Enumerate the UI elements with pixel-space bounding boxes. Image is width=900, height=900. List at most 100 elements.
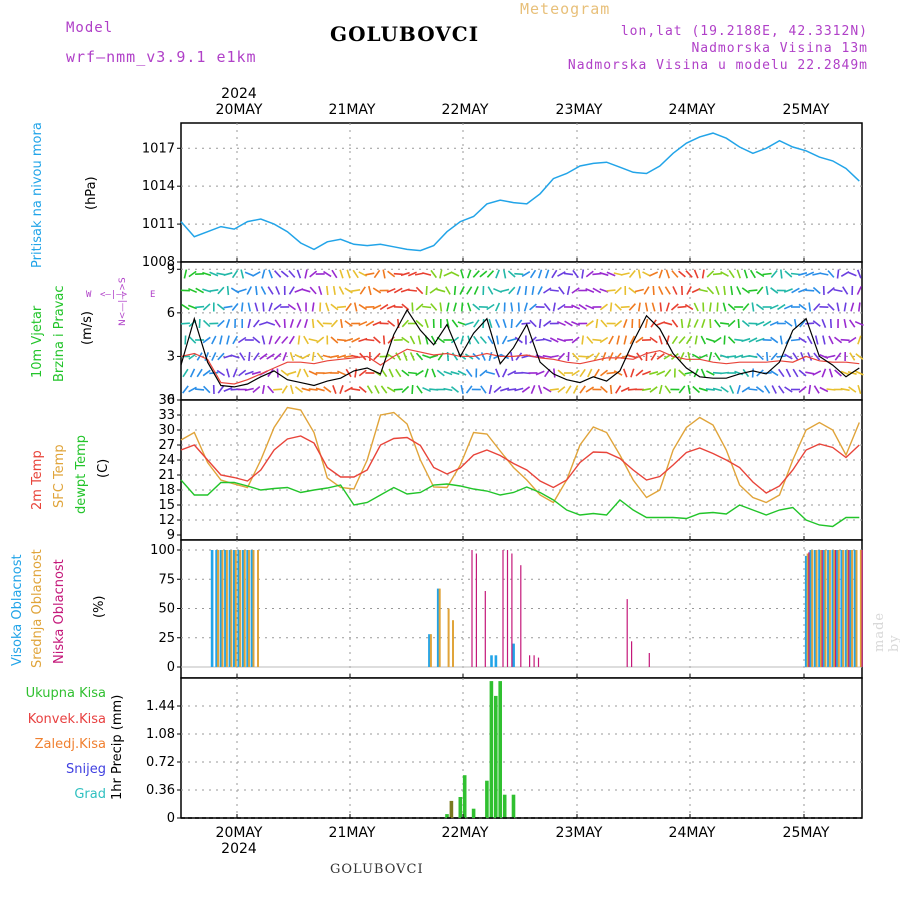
cloud-bar	[436, 588, 440, 667]
wind-arrow	[813, 352, 821, 361]
wind-arrow	[451, 319, 459, 328]
wind-arrow	[181, 303, 190, 311]
wind-arrow	[308, 370, 318, 376]
model-label: Model	[66, 20, 114, 36]
cloud-bar	[848, 550, 850, 667]
wind-arrow	[473, 335, 480, 345]
precip-bar	[445, 814, 449, 818]
wind-arrow	[600, 385, 608, 394]
wind-arrow	[524, 285, 528, 296]
wind-arrow	[812, 370, 822, 376]
wind-arrow	[460, 384, 464, 395]
wind-arrow	[487, 335, 494, 345]
wind-arrow	[566, 285, 571, 296]
legend-convective-rain: Konvek.Kisa	[27, 712, 106, 727]
y-tick-label: 1011	[142, 217, 175, 232]
wind-arrow	[501, 368, 508, 378]
wind-arrow	[340, 318, 343, 329]
wind-arrow	[294, 386, 303, 393]
wind-arrow	[401, 369, 410, 377]
wind-arrow	[530, 385, 536, 394]
wind-arrow	[309, 286, 317, 295]
wind-arrow	[283, 318, 286, 329]
wind-arrow	[188, 270, 197, 278]
wind-arrow	[331, 269, 338, 279]
wind-arrow	[344, 337, 354, 343]
wind-arrow	[439, 269, 443, 279]
wind-arrow	[336, 354, 347, 359]
wind-arrow	[422, 272, 432, 276]
wind-arrow	[358, 303, 368, 311]
wind-arrow	[237, 288, 247, 293]
wind-arrow	[848, 386, 857, 393]
wind-arrow	[671, 270, 679, 278]
wind-arrow	[535, 370, 545, 376]
cloud-bar	[241, 550, 245, 667]
wind-arrow	[395, 352, 402, 361]
wind-arrow	[460, 269, 465, 279]
wind-arrow	[230, 354, 240, 359]
wind-arrow	[581, 335, 584, 345]
top-date-label: 22MAY	[442, 102, 489, 118]
wind-arrow	[805, 271, 815, 277]
wind-arrow	[751, 302, 755, 312]
wind-arrow	[693, 269, 699, 279]
cloud-bar	[834, 550, 837, 667]
wind-arrow	[743, 269, 748, 279]
wind-arrow	[585, 304, 595, 310]
wind-arrow	[805, 371, 815, 375]
wind-arrow	[637, 269, 641, 279]
wind-arrow	[516, 285, 521, 296]
wind-arrow	[854, 370, 864, 376]
wind-arrow	[289, 384, 294, 395]
cloud-bar	[855, 550, 858, 667]
wind-arrow	[244, 370, 254, 376]
cloud-bar	[828, 550, 831, 667]
wind-arrow	[415, 352, 424, 361]
wind-arrow	[727, 319, 736, 328]
wind-arrow	[203, 385, 211, 394]
wind-arrow	[542, 386, 552, 393]
y-tick-label: 0.72	[146, 755, 175, 770]
wind-arrow	[226, 335, 230, 345]
wind-arrow	[571, 369, 580, 377]
cloud-bar	[851, 550, 854, 667]
legend-total-rain: Ukupna Kisa	[25, 686, 106, 701]
cloud-bar	[837, 550, 840, 667]
wind-arrow	[472, 303, 481, 311]
wind-arrow	[629, 335, 636, 345]
wind-arrow	[620, 386, 630, 393]
wind-arrow	[780, 269, 783, 279]
precip-bar	[498, 681, 502, 818]
wind-arrow	[770, 352, 778, 361]
wind-arrow	[195, 287, 204, 294]
wind-arrow	[678, 336, 686, 344]
wind-arrow	[204, 352, 210, 361]
wind-arrow	[836, 269, 840, 279]
wind-arrow	[765, 285, 769, 296]
wind-arrow	[652, 285, 655, 296]
cloud-bar	[808, 552, 810, 667]
wind-arrow	[571, 352, 580, 361]
wind-arrow	[700, 335, 707, 345]
wind-arrow	[784, 353, 793, 360]
wind-arrow	[643, 286, 650, 295]
wind-arrow	[608, 352, 614, 361]
wind-arrow	[198, 318, 201, 329]
wind-arrow	[564, 320, 573, 327]
cloud-bar	[233, 550, 236, 667]
wind-arrow	[209, 289, 219, 292]
pressure-panel	[180, 122, 863, 263]
wind-arrow	[665, 302, 670, 312]
wind-arrow	[656, 353, 665, 360]
wind-arrow	[551, 269, 558, 279]
pressure-line	[180, 132, 860, 252]
wind-arrow	[826, 286, 835, 295]
wind-arrow	[450, 336, 460, 344]
wind-arrow	[287, 303, 296, 311]
wind-arrow	[783, 288, 793, 293]
wind-arrow	[620, 305, 630, 309]
wind-arrow	[261, 384, 265, 395]
wind-arrow	[833, 288, 843, 293]
wind-arrow	[382, 335, 386, 345]
